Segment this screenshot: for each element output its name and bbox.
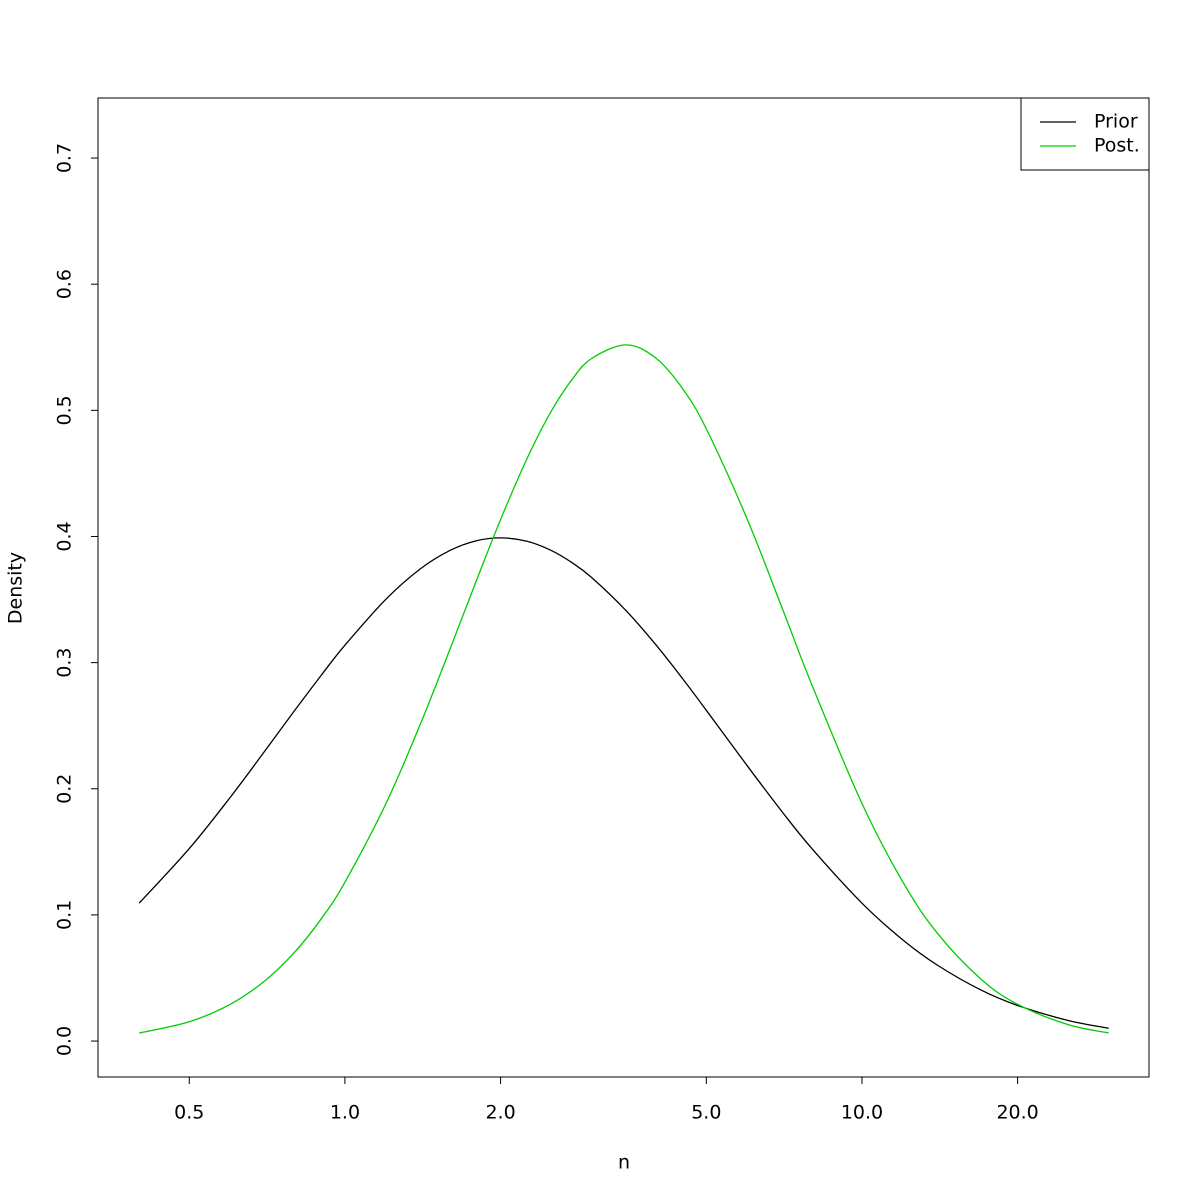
y-tick-label: 0.4 xyxy=(54,521,76,551)
series-line xyxy=(138,537,1109,1029)
y-tick-label: 0.2 xyxy=(54,774,76,804)
y-tick-label: 0.7 xyxy=(54,143,76,173)
y-axis-label: Density xyxy=(5,552,27,624)
y-tick-label: 0.3 xyxy=(54,648,76,678)
legend-box xyxy=(1020,97,1150,171)
plot-frame xyxy=(97,97,1150,1078)
y-tick-label: 0.0 xyxy=(54,1026,76,1056)
x-tick-label: 20.0 xyxy=(996,1102,1038,1124)
x-tick-label: 0.5 xyxy=(174,1102,204,1124)
y-tick-label: 0.5 xyxy=(54,395,76,425)
x-tick-label: 2.0 xyxy=(485,1102,515,1124)
legend-label: Prior xyxy=(1094,111,1138,133)
x-tick-label: 10.0 xyxy=(841,1102,883,1124)
y-tick-label: 0.6 xyxy=(54,269,76,299)
x-tick-label: 1.0 xyxy=(330,1102,360,1124)
x-tick-label: 5.0 xyxy=(691,1102,721,1124)
y-tick-label: 0.1 xyxy=(54,900,76,930)
series-line xyxy=(139,344,1109,1034)
legend-label: Post. xyxy=(1094,135,1140,157)
x-axis-label: n xyxy=(618,1152,630,1174)
